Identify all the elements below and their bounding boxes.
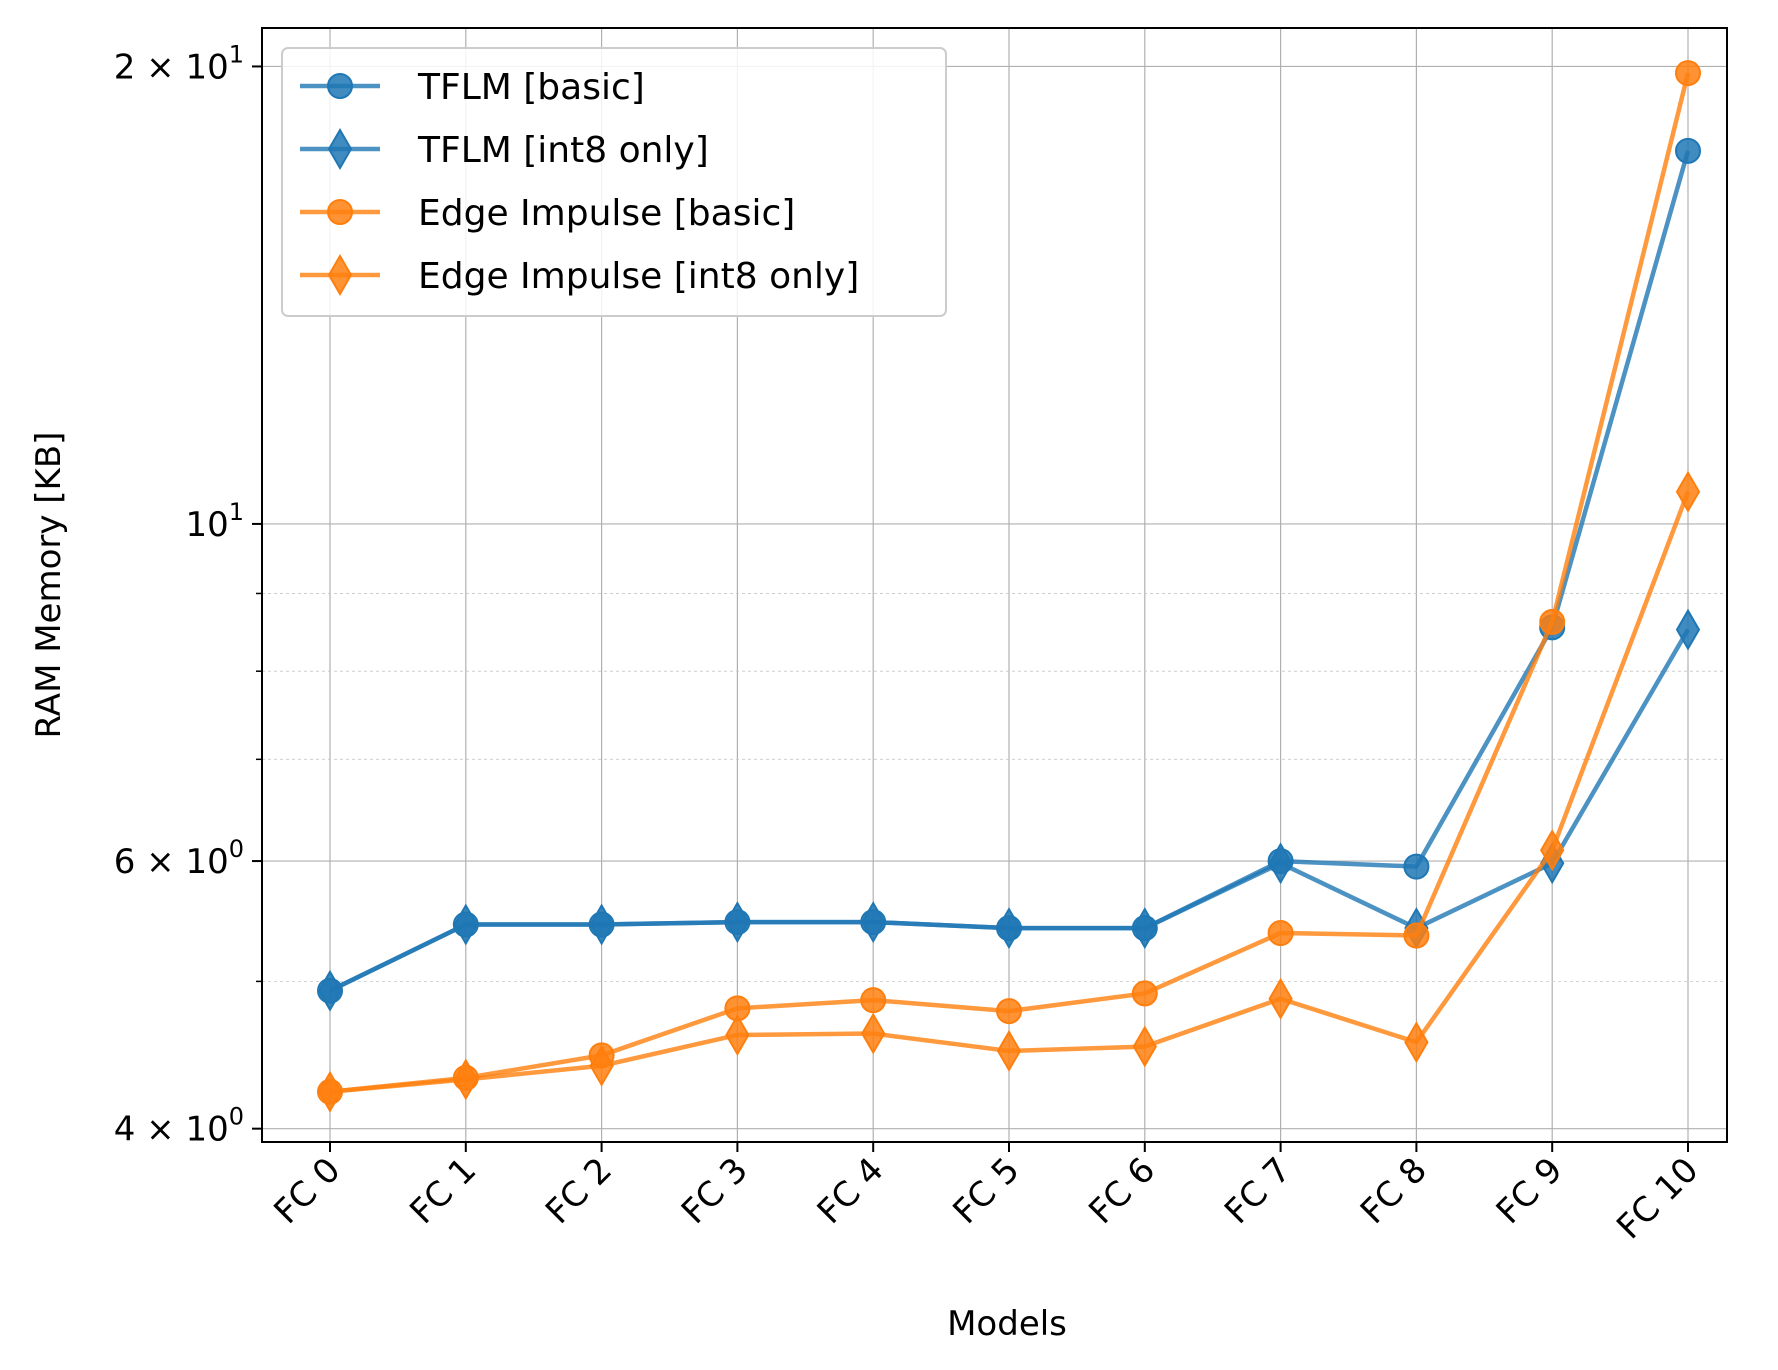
y-tick-label: 2 × 101: [114, 40, 244, 87]
data-point: [996, 907, 1022, 950]
data-point: [589, 903, 614, 946]
y-tick-mantissa: 2 ×: [114, 47, 186, 87]
legend-marker: [327, 254, 353, 296]
data-point: [317, 969, 343, 1012]
legend-label: Edge Impulse [int8 only]: [418, 256, 859, 297]
series-layer: [317, 60, 1701, 1113]
series-1: [317, 608, 1701, 1012]
data-point: [860, 987, 887, 1014]
data-point: [1675, 60, 1701, 87]
x-tick-label: FC 1: [402, 1150, 484, 1232]
legend-item: Edge Impulse [basic]: [300, 193, 795, 234]
data-point: [317, 1070, 343, 1113]
legend-box: [281, 47, 947, 317]
x-tick-label: FC 2: [538, 1150, 620, 1232]
data-point: [1403, 853, 1430, 880]
data-point: [1675, 470, 1701, 513]
y-tick-base: 10: [185, 47, 228, 87]
legend-marker: [327, 128, 353, 170]
x-tick-label: FC 7: [1217, 1150, 1299, 1232]
y-axis-label: RAM Memory [KB]: [29, 432, 69, 739]
legend-item: Edge Impulse [int8 only]: [300, 254, 859, 297]
data-point: [1403, 922, 1430, 949]
data-point: [1268, 842, 1293, 885]
legend-label: TFLM [int8 only]: [417, 130, 709, 171]
data-point: [453, 1058, 478, 1101]
data-point: [1132, 1025, 1157, 1068]
y-tick-exponent: 0: [229, 1103, 244, 1131]
data-point: [1675, 137, 1701, 164]
x-tick-label: FC 4: [810, 1150, 892, 1232]
legend-item: TFLM [int8 only]: [300, 128, 709, 171]
x-tick-label: FC 6: [1081, 1150, 1163, 1232]
data-point: [1132, 907, 1157, 950]
x-tick-label: FC 9: [1489, 1150, 1571, 1232]
data-point: [1675, 608, 1701, 651]
x-tick-label: FC 0: [267, 1150, 349, 1232]
data-point: [1131, 980, 1158, 1007]
y-tick-base: 10: [185, 1110, 228, 1150]
x-tick-label: FC 10: [1609, 1150, 1706, 1247]
data-point: [861, 1012, 886, 1055]
y-tick-label: 6 × 100: [114, 835, 244, 882]
data-point: [1404, 1021, 1429, 1064]
x-axis-label: Models: [947, 1304, 1067, 1344]
y-tick-label: 101: [185, 498, 244, 545]
data-point: [1268, 977, 1293, 1020]
data-point: [861, 901, 886, 944]
y-tick-base: 10: [185, 505, 228, 545]
series-3: [317, 470, 1701, 1113]
legend-marker: [327, 199, 353, 225]
data-point: [1540, 829, 1565, 872]
y-tick-mantissa: 6 ×: [114, 842, 186, 882]
y-tick-exponent: 0: [229, 835, 244, 863]
data-point: [1539, 608, 1566, 635]
legend-label: Edge Impulse [basic]: [418, 193, 795, 234]
legend-marker: [327, 73, 353, 99]
plot-frame: [261, 27, 1728, 1143]
legend-item: TFLM [basic]: [300, 67, 645, 108]
x-tick-label: FC 8: [1353, 1150, 1435, 1232]
data-point: [1267, 920, 1294, 947]
data-point: [725, 1013, 750, 1056]
y-tick-mantissa: 4 ×: [114, 1110, 186, 1150]
data-point: [996, 998, 1022, 1025]
y-tick-label: 4 × 100: [114, 1103, 244, 1150]
y-tick-exponent: 1: [229, 40, 244, 68]
legend-label: TFLM [basic]: [417, 67, 645, 108]
data-point: [589, 1044, 614, 1087]
y-tick-base: 10: [185, 842, 228, 882]
x-axis: FC 0 FC 1 FC 2 FC 3 FC 4 FC 5 FC 6 FC 7 FC 8 FC 9…: [267, 1142, 1706, 1247]
data-point: [453, 903, 478, 946]
y-tick-exponent: 1: [229, 498, 244, 526]
x-tick-label: FC 3: [674, 1150, 756, 1232]
data-point: [725, 901, 750, 944]
x-tick-label: FC 5: [946, 1150, 1028, 1232]
legend: TFLM [basic] TFLM [int8 only] Edge Impulse…: [281, 47, 947, 317]
data-point: [996, 1029, 1022, 1072]
